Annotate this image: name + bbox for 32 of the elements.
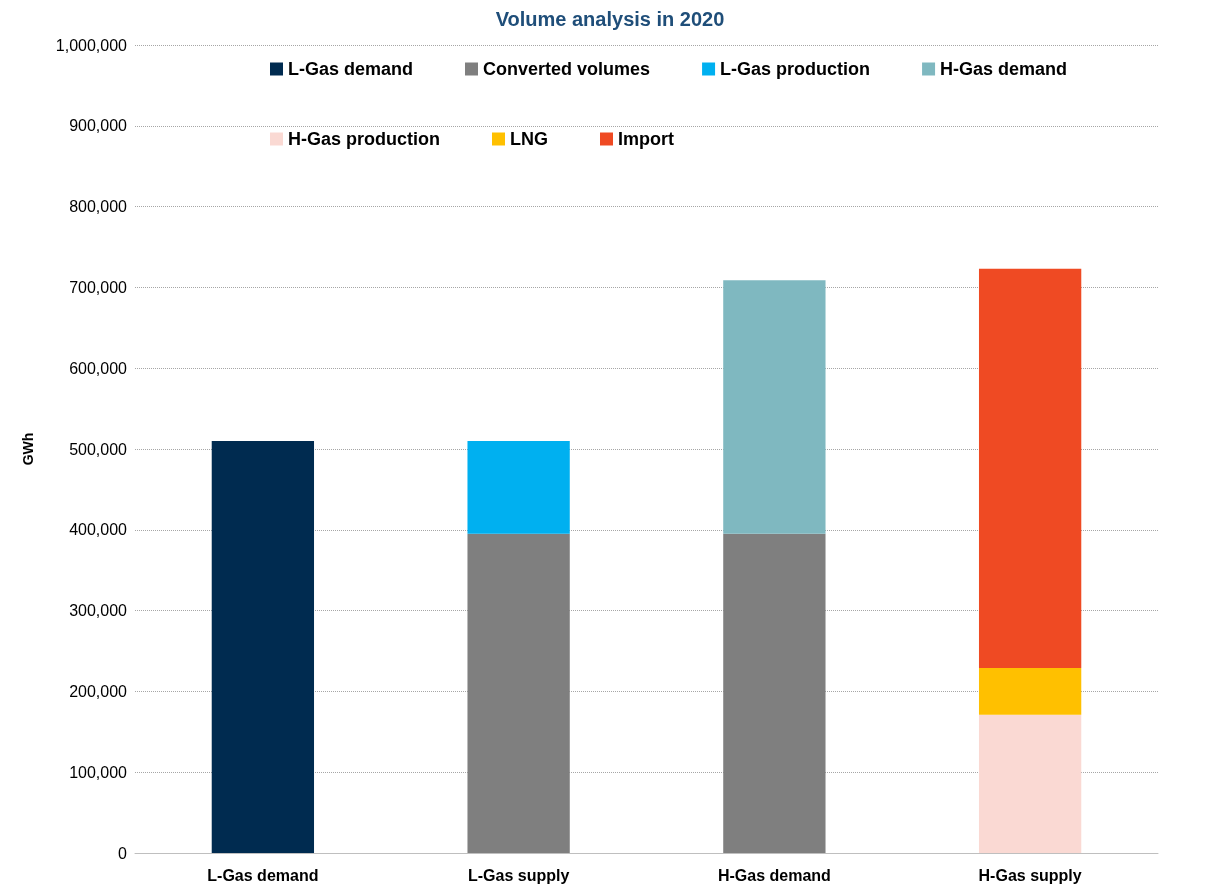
bar [978, 667, 1082, 715]
x-tick-label: H-Gas demand [717, 866, 831, 884]
y-tick-label: 100,000 [69, 763, 128, 781]
legend-label: L-Gas demand [288, 59, 414, 79]
y-tick-label: 700,000 [69, 278, 128, 296]
y-tick-label: 800,000 [69, 198, 128, 216]
y-axis-title: GWh [20, 432, 36, 466]
x-tick-label: H-Gas supply [978, 866, 1082, 884]
y-tick-label: 400,000 [69, 521, 128, 539]
legend-label: H-Gas demand [940, 59, 1068, 79]
bar [978, 268, 1082, 668]
y-tick-label: 200,000 [69, 682, 128, 700]
legend-label: Converted volumes [483, 59, 651, 79]
legend-label: LNG [510, 129, 548, 149]
legend-label: Import [617, 129, 674, 149]
x-tick-label: L-Gas supply [467, 866, 570, 884]
y-tick-label: 1,000,000 [55, 36, 128, 54]
bar [723, 533, 826, 853]
bar [211, 440, 315, 853]
y-tick-label: 300,000 [69, 602, 128, 620]
bar [467, 533, 570, 853]
y-tick-label: 500,000 [69, 440, 128, 458]
x-tick-label: L-Gas demand [207, 866, 319, 884]
bar [467, 440, 570, 534]
bar [723, 280, 826, 534]
legend-label: L-Gas production [720, 59, 871, 79]
chart-title: Volume analysis in 2020 [495, 8, 725, 30]
legend-label: H-Gas production [288, 129, 440, 149]
y-tick-label: 900,000 [69, 117, 128, 135]
y-tick-label: 0 [118, 844, 128, 862]
y-tick-label: 600,000 [69, 359, 128, 377]
bar [978, 714, 1082, 853]
